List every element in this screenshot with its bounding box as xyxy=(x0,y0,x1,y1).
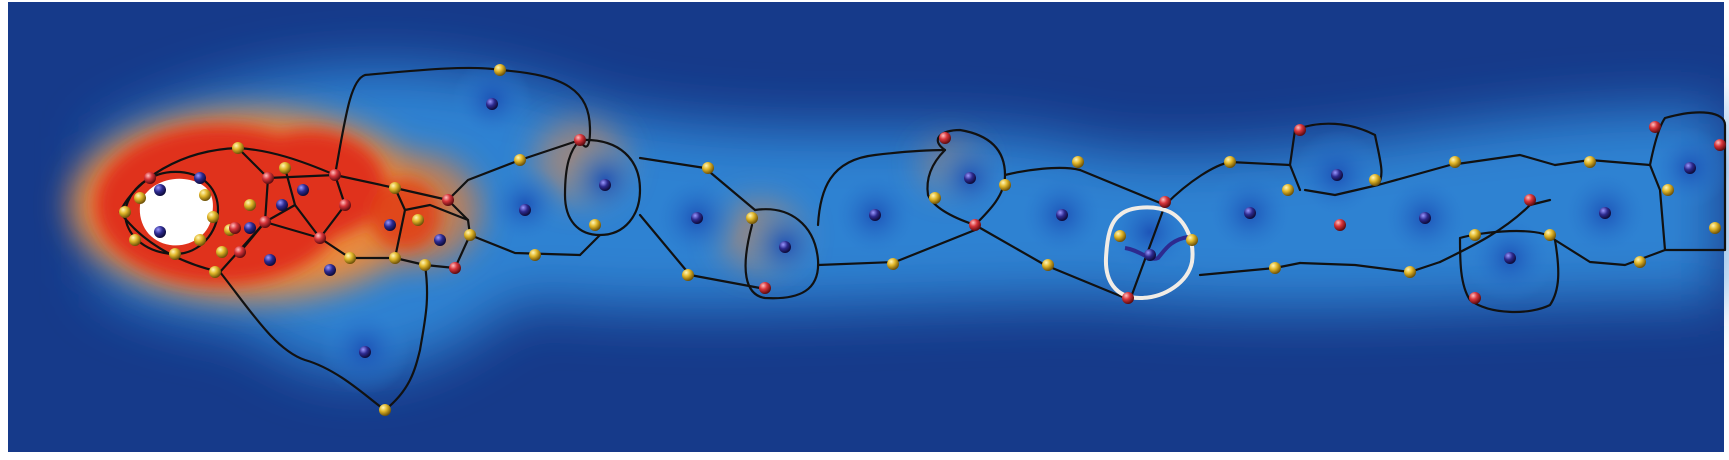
cell-center-node xyxy=(244,222,256,234)
vertex-node-red xyxy=(262,172,274,184)
vertex-node-yellow xyxy=(199,189,211,201)
vertex-node-red xyxy=(339,199,351,211)
cell-center-node xyxy=(869,209,881,221)
vertex-node-yellow xyxy=(207,211,219,223)
vertex-node-yellow xyxy=(746,212,758,224)
cell-centers xyxy=(154,98,1696,358)
cell-center-node xyxy=(276,199,288,211)
vertex-node-yellow xyxy=(232,142,244,154)
cell-center-node xyxy=(964,172,976,184)
vertex-node-red xyxy=(1159,196,1171,208)
vertex-node-yellow xyxy=(1662,184,1674,196)
vertex-node-yellow xyxy=(1634,256,1646,268)
vertex-node-red xyxy=(144,172,156,184)
vertex-node-red xyxy=(1469,292,1481,304)
vertex-node-yellow xyxy=(1269,262,1281,274)
vertex-node-red xyxy=(234,246,246,258)
vertex-node-red xyxy=(574,134,586,146)
vertex-node-yellow xyxy=(1186,234,1198,246)
vertex-node-yellow xyxy=(169,248,181,260)
cell-center-node xyxy=(486,98,498,110)
cell-center-node xyxy=(154,226,166,238)
vertex-node-yellow xyxy=(412,214,424,226)
vertex-node-red xyxy=(939,132,951,144)
vertex-node-red xyxy=(759,282,771,294)
vertex-node-yellow xyxy=(344,252,356,264)
vertex-node-yellow xyxy=(134,192,146,204)
cell-center-node xyxy=(1504,252,1516,264)
highlighted-cell-trace xyxy=(1124,235,1189,261)
vertex-node-yellow xyxy=(279,162,291,174)
vertex-node-red xyxy=(1294,124,1306,136)
vertex-node-red xyxy=(1334,219,1346,231)
cell-center-node xyxy=(1419,212,1431,224)
vertex-node-yellow xyxy=(1224,156,1236,168)
vertex-node-red xyxy=(1714,139,1726,151)
vertex-node-red xyxy=(442,194,454,206)
cell-center-node xyxy=(194,172,206,184)
vertex-node-yellow xyxy=(129,234,141,246)
vertex-node-yellow xyxy=(529,249,541,261)
cell-center-node xyxy=(384,219,396,231)
vertex-node-yellow xyxy=(1584,156,1596,168)
vertex-node-yellow xyxy=(1042,259,1054,271)
cell-center-node xyxy=(154,184,166,196)
vertex-node-yellow xyxy=(1404,266,1416,278)
vertex-node-yellow xyxy=(887,258,899,270)
vertex-node-red xyxy=(229,222,241,234)
vertex-node-yellow xyxy=(682,269,694,281)
vertex-node-red xyxy=(314,232,326,244)
cell-center-node xyxy=(779,241,791,253)
vertex-node-yellow xyxy=(494,64,506,76)
cell-center-node xyxy=(599,179,611,191)
vertex-node-red xyxy=(1122,292,1134,304)
highlighted-cell xyxy=(1103,205,1195,301)
cell-center-node xyxy=(1144,249,1156,261)
vertex-node-yellow xyxy=(1072,156,1084,168)
vertex-node-red xyxy=(969,219,981,231)
vertex-node-yellow xyxy=(514,154,526,166)
vertex-node-yellow xyxy=(702,162,714,174)
vertex-node-yellow xyxy=(1544,229,1556,241)
vertex-node-yellow xyxy=(216,246,228,258)
vertex-node-yellow xyxy=(1709,222,1721,234)
vertex-node-yellow xyxy=(1469,229,1481,241)
vertex-node-yellow xyxy=(1114,230,1126,242)
vertex-node-yellow xyxy=(209,266,221,278)
cell-center-node xyxy=(1244,207,1256,219)
vertex-node-yellow xyxy=(1449,156,1461,168)
vertex-node-yellow xyxy=(929,192,941,204)
cell-center-node xyxy=(1331,169,1343,181)
vertex-node-yellow xyxy=(1282,184,1294,196)
vertex-node-yellow xyxy=(389,182,401,194)
cell-center-node xyxy=(297,184,309,196)
vertex-node-yellow xyxy=(464,229,476,241)
vertex-node-red xyxy=(449,262,461,274)
vertex-node-red xyxy=(259,216,271,228)
cell-center-node xyxy=(324,264,336,276)
vertex-nodes xyxy=(119,64,1726,416)
vertex-node-yellow xyxy=(194,234,206,246)
cell-center-node xyxy=(691,212,703,224)
vertex-node-red xyxy=(329,169,341,181)
cell-center-node xyxy=(1684,162,1696,174)
cell-center-node xyxy=(519,204,531,216)
vertex-node-yellow xyxy=(419,259,431,271)
vertex-node-red xyxy=(1524,194,1536,206)
vertex-node-yellow xyxy=(379,404,391,416)
cell-center-node xyxy=(1056,209,1068,221)
cell-center-node xyxy=(264,254,276,266)
vertex-node-yellow xyxy=(999,179,1011,191)
cell-center-node xyxy=(1599,207,1611,219)
vertex-node-yellow xyxy=(389,252,401,264)
vertex-node-red xyxy=(1649,121,1661,133)
vertex-node-yellow xyxy=(1369,174,1381,186)
cell-center-node xyxy=(359,346,371,358)
vertex-node-yellow xyxy=(119,206,131,218)
vertex-node-yellow xyxy=(589,219,601,231)
vertex-node-yellow xyxy=(244,199,256,211)
cell-center-node xyxy=(434,234,446,246)
